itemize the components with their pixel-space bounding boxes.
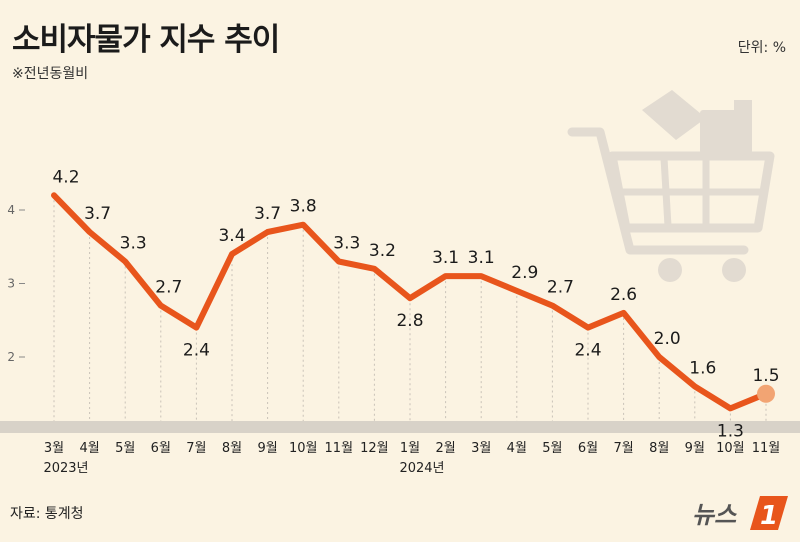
- page-title: 소비자물가 지수 추이: [12, 22, 280, 58]
- value-label-0: 4.2: [52, 167, 79, 187]
- logo-text: 뉴스: [692, 501, 737, 529]
- x-axis: 3월 4월 5월 6월 7월 8월 9월 10월 11월 12월 1월 2월 3월 4월 5월 6월 7월 8월 9…: [43, 441, 780, 476]
- x-tick-label-14: 5월: [542, 441, 562, 456]
- x-tick-label-8: 11월: [325, 441, 354, 456]
- x-tick-label-17: 8월: [649, 441, 669, 456]
- x-tick-label-3: 6월: [151, 441, 171, 456]
- value-label-7: 3.8: [290, 197, 317, 217]
- value-label-10: 2.8: [396, 311, 423, 331]
- value-label-8: 3.3: [333, 233, 360, 253]
- shopping-cart-icon: [567, 90, 775, 282]
- value-label-20: 1.5: [752, 366, 779, 386]
- value-label-13: 2.9: [511, 263, 538, 283]
- y-tick-label-2: 2: [7, 350, 15, 364]
- cpi-series-line: [51, 192, 769, 412]
- value-label-19: 1.3: [717, 421, 744, 441]
- year-label-1: 2024년: [399, 461, 444, 476]
- x-tick-label-7: 10월: [289, 441, 318, 456]
- x-tick-label-5: 8월: [222, 441, 242, 456]
- x-tick-label-4: 7월: [186, 441, 206, 456]
- value-label-9: 3.2: [369, 241, 396, 261]
- logo-digit: 1: [760, 501, 778, 531]
- value-label-15: 2.4: [574, 341, 601, 361]
- year-label-0: 2023년: [43, 461, 88, 476]
- source-note: 자료: 통계청: [10, 506, 84, 522]
- latest-point-marker: [757, 384, 775, 403]
- grid-lines: [53, 195, 767, 421]
- value-label-18: 1.6: [689, 358, 716, 378]
- x-tick-label-2: 5월: [115, 441, 135, 456]
- x-tick-label-13: 4월: [507, 441, 527, 456]
- value-label-14: 2.7: [547, 278, 574, 298]
- x-tick-label-15: 6월: [578, 441, 598, 456]
- value-label-2: 3.3: [120, 233, 147, 253]
- x-tick-label-16: 7월: [613, 441, 633, 456]
- y-tick-label-4: 4: [7, 203, 15, 217]
- baseline-band: [0, 421, 800, 433]
- x-tick-label-12: 3월: [471, 441, 491, 456]
- news1-logo: 뉴스 1: [692, 496, 788, 531]
- y-tick-label-3: 3: [7, 277, 15, 291]
- value-label-16: 2.6: [610, 285, 637, 305]
- logo-badge-icon: [750, 496, 788, 530]
- value-label-1: 3.7: [84, 204, 111, 224]
- unit-label: 단위: %: [737, 40, 786, 56]
- x-tick-label-6: 9월: [257, 441, 277, 456]
- value-label-4: 2.4: [183, 341, 210, 361]
- x-tick-label-1: 4월: [79, 441, 99, 456]
- value-label-11: 3.1: [432, 248, 459, 268]
- x-tick-label-10: 1월: [400, 441, 420, 456]
- value-label-6: 3.7: [254, 204, 281, 224]
- x-tick-label-11: 2월: [435, 441, 455, 456]
- value-label-12: 3.1: [468, 248, 495, 268]
- x-tick-label-0: 3월: [44, 441, 64, 456]
- value-label-17: 2.0: [654, 329, 681, 349]
- x-tick-label-19: 10월: [716, 441, 745, 456]
- x-tick-label-9: 12월: [360, 441, 389, 456]
- y-axis: 2 3 4: [7, 203, 25, 364]
- chart-subtitle: ※전년동월비: [12, 66, 89, 82]
- x-tick-label-18: 9월: [685, 441, 705, 456]
- value-label-3: 2.7: [155, 278, 182, 298]
- x-tick-label-20: 11월: [752, 441, 781, 456]
- value-label-5: 3.4: [218, 226, 245, 246]
- value-labels: 4.23.73.32.72.43.43.7 3.83.3 3.22.83.1 3.12…: [52, 167, 779, 441]
